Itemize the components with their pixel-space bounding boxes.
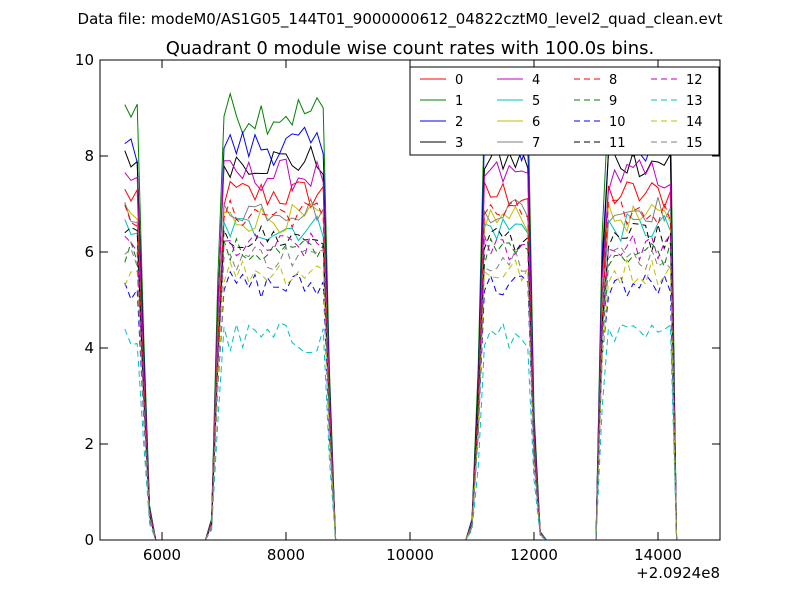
- legend-label-0: 0: [455, 73, 463, 88]
- legend-label-9: 9: [609, 94, 617, 109]
- legend-label-5: 5: [532, 94, 540, 109]
- y-tick-label: 4: [84, 339, 94, 357]
- series-line-4: [124, 158, 678, 540]
- series-line-15: [124, 245, 678, 540]
- y-tick-label: 2: [84, 435, 94, 453]
- series-line-7: [124, 197, 678, 540]
- legend-label-1: 1: [455, 94, 463, 109]
- figure-suptitle: Data file: modeM0/AS1G05_144T01_90000006…: [78, 10, 723, 29]
- legend-label-13: 13: [686, 94, 703, 109]
- legend-box: [409, 66, 720, 156]
- legend-label-3: 3: [455, 136, 463, 151]
- x-tick-label: 8000: [267, 546, 305, 564]
- chart-title: Quadrant 0 module wise count rates with …: [166, 38, 655, 59]
- x-tick-label: 10000: [386, 546, 434, 564]
- series-line-10: [124, 270, 678, 540]
- x-tick-label: 6000: [143, 546, 181, 564]
- x-tick-label: 14000: [634, 546, 682, 564]
- y-tick-label: 6: [84, 243, 94, 261]
- y-tick-label: 10: [75, 51, 94, 69]
- legend-label-11: 11: [609, 136, 626, 151]
- legend-label-15: 15: [686, 136, 703, 151]
- series-line-13: [124, 322, 678, 540]
- series-line-8: [124, 198, 678, 540]
- legend-label-10: 10: [609, 115, 626, 130]
- x-axis-offset-label: +2.0924e8: [636, 564, 720, 582]
- y-tick-label: 8: [84, 147, 94, 165]
- series-line-11: [124, 222, 678, 540]
- legend-label-6: 6: [532, 115, 540, 130]
- x-tick-label: 12000: [510, 546, 558, 564]
- series-line-9: [124, 237, 678, 540]
- legend-label-12: 12: [686, 73, 703, 88]
- legend-label-2: 2: [455, 115, 463, 130]
- legend-label-4: 4: [532, 73, 540, 88]
- legend-label-8: 8: [609, 73, 617, 88]
- legend-label-14: 14: [686, 115, 703, 130]
- y-tick-label: 0: [84, 531, 94, 549]
- legend-label-7: 7: [532, 136, 540, 151]
